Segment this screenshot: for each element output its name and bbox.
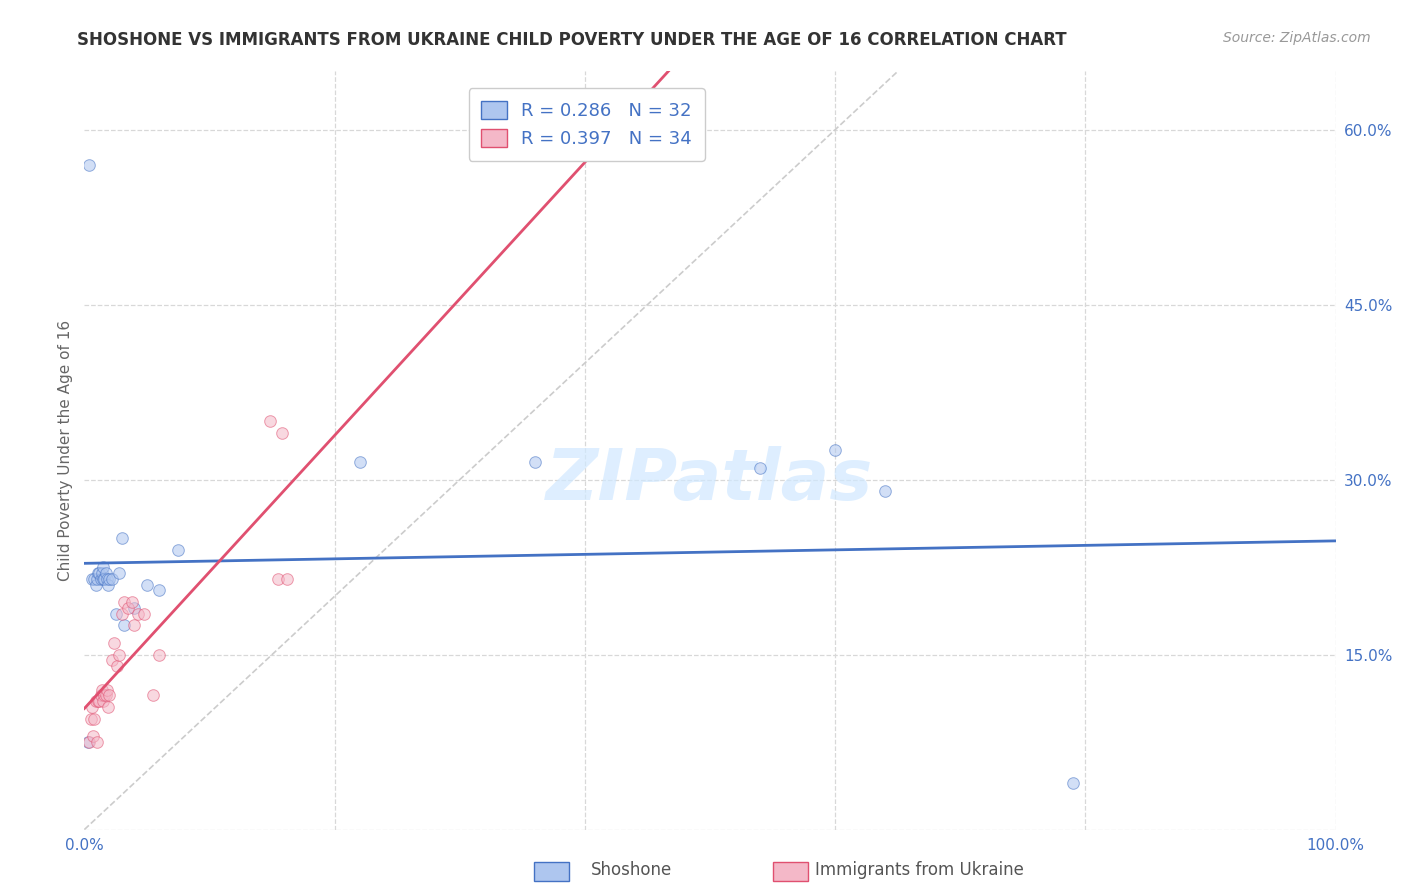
Point	[79, 735, 101, 749]
Point	[271, 425, 294, 440]
Point	[142, 689, 165, 703]
Point	[824, 443, 846, 458]
Point	[96, 572, 118, 586]
Point	[90, 689, 112, 703]
Point	[101, 653, 124, 667]
Point	[97, 700, 120, 714]
Text: Source: ZipAtlas.com: Source: ZipAtlas.com	[1223, 31, 1371, 45]
Point	[87, 694, 110, 708]
Point	[80, 572, 103, 586]
Text: SHOSHONE VS IMMIGRANTS FROM UKRAINE CHILD POVERTY UNDER THE AGE OF 16 CORRELATIO: SHOSHONE VS IMMIGRANTS FROM UKRAINE CHIL…	[77, 31, 1067, 49]
Point	[134, 607, 156, 621]
Point	[103, 636, 125, 650]
Text: Shoshone: Shoshone	[591, 861, 672, 879]
Point	[86, 572, 108, 586]
Point	[96, 682, 118, 697]
Point	[83, 572, 105, 586]
Point	[93, 572, 115, 586]
Legend: R = 0.286   N = 32, R = 0.397   N = 34: R = 0.286 N = 32, R = 0.397 N = 34	[468, 88, 704, 161]
Point	[101, 572, 124, 586]
Point	[86, 735, 108, 749]
Point	[124, 601, 146, 615]
Point	[91, 560, 114, 574]
Point	[89, 566, 111, 580]
Point	[259, 414, 281, 428]
Point	[104, 607, 127, 621]
Point	[167, 542, 190, 557]
Point	[91, 694, 114, 708]
Point	[89, 694, 111, 708]
Point	[97, 577, 120, 591]
Point	[84, 577, 107, 591]
Point	[112, 618, 135, 632]
Point	[77, 735, 100, 749]
Point	[148, 583, 170, 598]
Point	[94, 689, 117, 703]
Y-axis label: Child Poverty Under the Age of 16: Child Poverty Under the Age of 16	[58, 320, 73, 581]
Point	[148, 648, 170, 662]
Point	[98, 689, 121, 703]
Point	[105, 659, 128, 673]
Point	[1062, 776, 1084, 790]
Point	[875, 484, 897, 499]
Point	[83, 712, 105, 726]
Point	[349, 455, 371, 469]
Point	[136, 577, 159, 591]
Point	[749, 461, 772, 475]
Point	[111, 531, 134, 545]
Point	[267, 572, 290, 586]
Point	[80, 700, 103, 714]
Text: ZIPatlas: ZIPatlas	[547, 446, 873, 516]
Point	[84, 694, 107, 708]
Point	[121, 595, 143, 609]
Point	[94, 566, 117, 580]
Point	[79, 712, 101, 726]
Point	[90, 566, 112, 580]
Point	[91, 572, 114, 586]
Point	[87, 566, 110, 580]
Point	[82, 729, 104, 743]
Point	[112, 595, 135, 609]
Point	[124, 618, 146, 632]
Point	[79, 158, 101, 172]
Point	[98, 572, 121, 586]
Point	[108, 648, 131, 662]
Point	[90, 682, 112, 697]
Point	[93, 689, 115, 703]
Point	[276, 572, 298, 586]
Point	[108, 566, 131, 580]
Text: Immigrants from Ukraine: Immigrants from Ukraine	[815, 861, 1025, 879]
Point	[127, 607, 149, 621]
Point	[111, 607, 134, 621]
Point	[117, 601, 139, 615]
Point	[523, 455, 546, 469]
Point	[90, 572, 112, 586]
